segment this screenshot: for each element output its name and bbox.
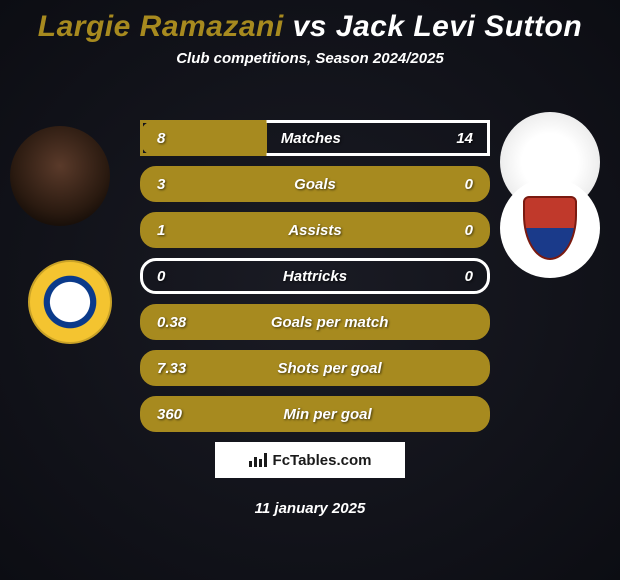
stat-label: Hattricks: [165, 268, 464, 285]
player2-name: Jack Levi Sutton: [336, 10, 582, 43]
stat-right-value: 0: [465, 268, 473, 285]
chart-icon: [249, 453, 267, 467]
player1-club-badge: [28, 260, 112, 344]
stat-label: Assists: [165, 222, 464, 239]
stat-right-value: 0: [465, 222, 473, 239]
stat-left-value: 360: [157, 406, 182, 423]
stat-label: Min per goal: [182, 406, 473, 423]
stat-row: 8Matches14: [140, 120, 490, 156]
stat-label: Shots per goal: [186, 360, 473, 377]
stat-right-value: 14: [456, 130, 473, 147]
player1-avatar: [10, 126, 110, 226]
stat-label: Goals: [165, 176, 464, 193]
branding-badge: FcTables.com: [215, 442, 405, 478]
comparison-title: Largie Ramazani vs Jack Levi Sutton: [0, 0, 620, 44]
stat-left-value: 0.38: [157, 314, 186, 331]
shield-icon: [523, 196, 577, 260]
subtitle: Club competitions, Season 2024/2025: [0, 50, 620, 67]
player1-name: Largie Ramazani: [38, 10, 284, 43]
stat-left-value: 7.33: [157, 360, 186, 377]
stat-row: 0.38Goals per match: [140, 304, 490, 340]
stats-table: 8Matches143Goals01Assists00Hattricks00.3…: [140, 120, 490, 442]
date-text: 11 january 2025: [0, 500, 620, 517]
vs-text: vs: [293, 10, 327, 43]
stat-right-value: 0: [465, 176, 473, 193]
stat-left-value: 8: [157, 130, 165, 147]
stat-row: 7.33Shots per goal: [140, 350, 490, 386]
stat-left-value: 1: [157, 222, 165, 239]
stat-row: 0Hattricks0: [140, 258, 490, 294]
stat-row: 1Assists0: [140, 212, 490, 248]
branding-text: FcTables.com: [273, 452, 372, 469]
player2-club-badge: [500, 178, 600, 278]
stat-left-value: 3: [157, 176, 165, 193]
stat-row: 360Min per goal: [140, 396, 490, 432]
stat-label: Goals per match: [186, 314, 473, 331]
stat-label: Matches: [165, 130, 456, 147]
stat-row: 3Goals0: [140, 166, 490, 202]
stat-left-value: 0: [157, 268, 165, 285]
